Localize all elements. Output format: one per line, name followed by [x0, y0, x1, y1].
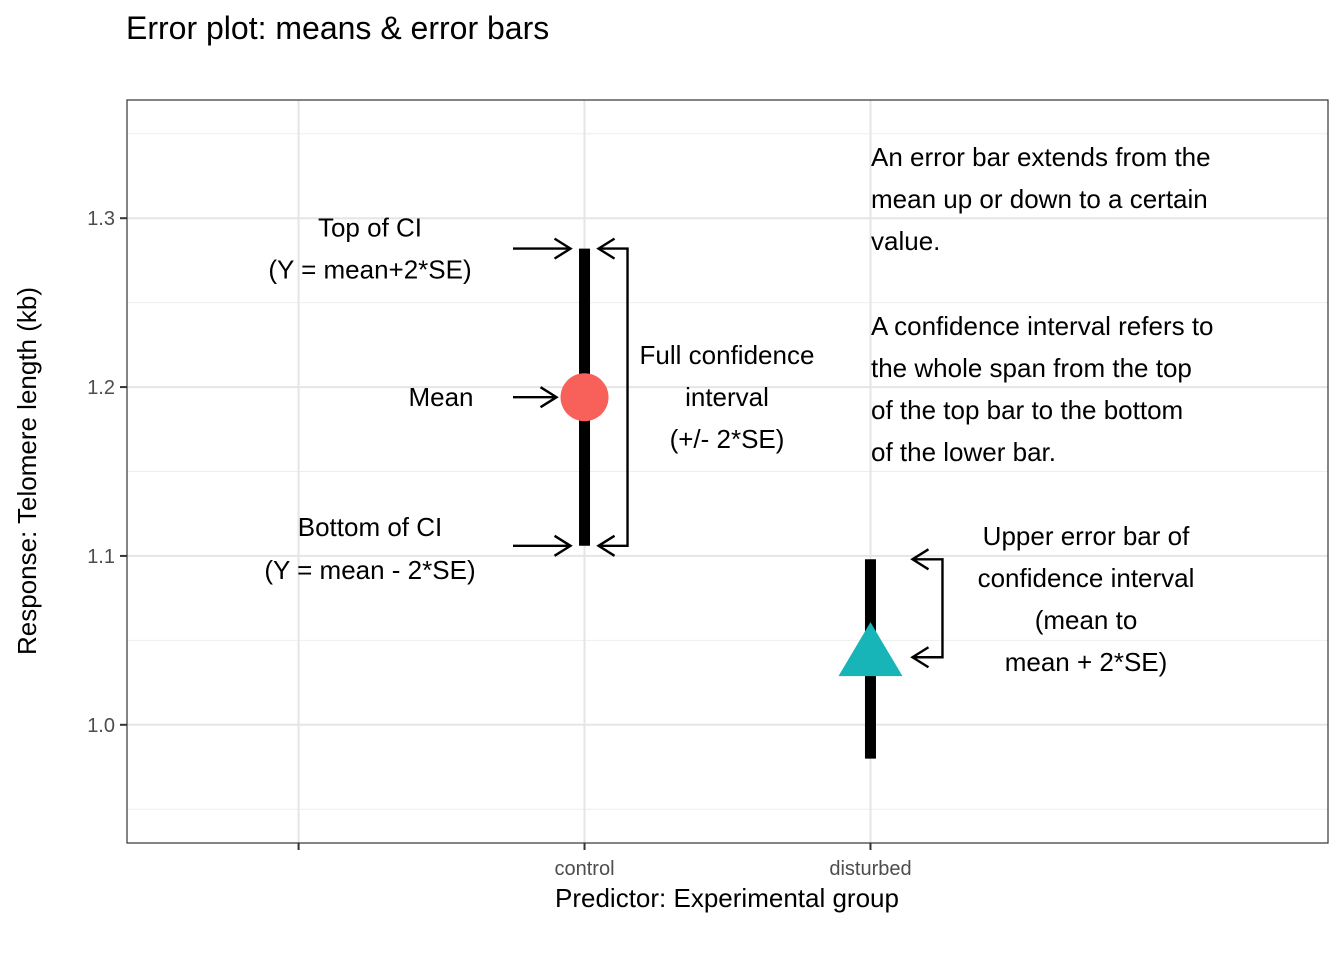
chart-title: Error plot: means & error bars — [126, 10, 549, 46]
annotation-bottom-ci: (Y = mean - 2*SE) — [264, 555, 475, 585]
arrow-mean — [513, 386, 559, 409]
y-axis-title: Response: Telomere length (kb) — [12, 287, 42, 655]
bracket-upper-bar-head-bottom — [910, 646, 930, 669]
x-tick-label: control — [555, 858, 615, 880]
annotation-full-ci: (+/- 2*SE) — [670, 424, 785, 454]
y-tick-label: 1.0 — [87, 715, 115, 737]
mean-point-control — [560, 373, 609, 422]
annotation-upper-bar: mean + 2*SE) — [1005, 647, 1168, 677]
x-tick-label: disturbed — [829, 858, 911, 880]
x-axis-title: Predictor: Experimental group — [555, 883, 899, 913]
panel-border — [126, 99, 1329, 844]
y-tick-label: 1.1 — [87, 546, 115, 568]
annotation-bottom-ci: Bottom of CI — [298, 512, 443, 542]
annotation-top-ci: Top of CI — [318, 213, 422, 243]
tick-layer: 1.0 1.1 1.2 1.3 control disturbed — [87, 208, 911, 880]
annotation-error-bar-note: An error bar extends from the — [871, 142, 1211, 172]
annotation-full-ci: Full confidence — [640, 340, 815, 370]
grid-layer — [127, 100, 1328, 843]
annotation-ci-note: the whole span from the top — [871, 353, 1192, 383]
bracket-full-ci-head-bottom — [596, 534, 616, 557]
annotation-top-ci: (Y = mean+2*SE) — [268, 255, 471, 285]
annotation-ci-note: of the lower bar. — [871, 437, 1056, 467]
mean-point-disturbed — [838, 622, 903, 677]
annotation-upper-bar: (mean to — [1035, 605, 1138, 635]
bracket-full-ci-head-top — [596, 237, 616, 260]
annotation-ci-note: of the top bar to the bottom — [871, 395, 1183, 425]
bracket-upper-bar — [912, 558, 944, 659]
annotation-upper-bar: confidence interval — [978, 563, 1195, 593]
annotation-error-bar-note: mean up or down to a certain — [871, 184, 1208, 214]
annotation-ci-note: A confidence interval refers to — [871, 311, 1214, 341]
annotation-full-ci: interval — [685, 382, 769, 412]
y-tick-label: 1.3 — [87, 208, 115, 230]
annotation-mean: Mean — [408, 382, 473, 412]
bracket-upper-bar-head-top — [910, 548, 930, 571]
arrow-top-ci — [513, 237, 573, 260]
annotation-layer: Top of CI (Y = mean+2*SE) Mean Bottom of CI… — [264, 142, 1213, 677]
y-tick-label: 1.2 — [87, 377, 115, 399]
mark-layer — [560, 248, 903, 759]
bracket-full-ci — [598, 247, 629, 547]
annotation-error-bar-note: value. — [871, 226, 940, 256]
annotation-upper-bar: Upper error bar of — [983, 521, 1190, 551]
arrow-bottom-ci — [513, 534, 573, 557]
